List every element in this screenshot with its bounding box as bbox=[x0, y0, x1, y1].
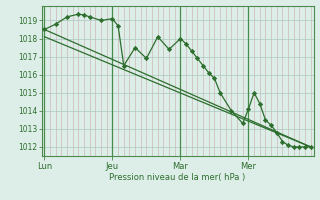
X-axis label: Pression niveau de la mer( hPa ): Pression niveau de la mer( hPa ) bbox=[109, 173, 246, 182]
